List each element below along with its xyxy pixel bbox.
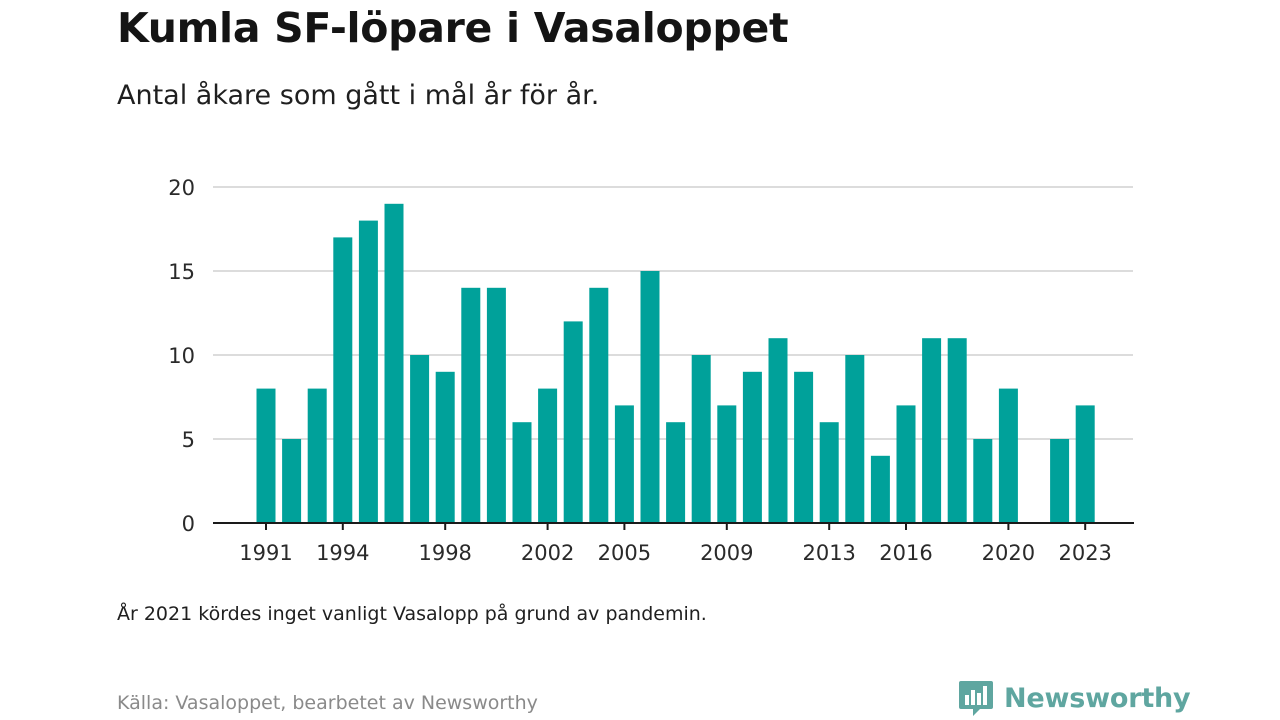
x-tick-label: 2020 (982, 541, 1035, 565)
x-tick-label: 2023 (1058, 541, 1111, 565)
bar (691, 355, 711, 523)
bar (333, 237, 353, 523)
bar (870, 455, 890, 523)
y-tick-label: 0 (182, 512, 195, 536)
bar (1075, 405, 1095, 523)
brand-name: Newsworthy (1004, 682, 1191, 714)
bar (973, 439, 993, 523)
bar (768, 338, 788, 523)
x-tick-label: 2016 (879, 541, 932, 565)
bar-chart-speech-bubble-icon (959, 681, 993, 716)
bar (461, 287, 481, 523)
bar (282, 439, 302, 523)
bar (896, 405, 916, 523)
bar (589, 287, 609, 523)
bar (819, 422, 839, 523)
bar (1050, 439, 1070, 523)
bar-chart: 0 5 10 15 20 1991 1994 1998 2002 2005 2009 2013 2016… (168, 176, 1134, 565)
x-tick-label: 1994 (316, 541, 369, 565)
bar (640, 271, 660, 523)
y-tick-label: 20 (168, 176, 195, 200)
x-tick-label: 1998 (418, 541, 471, 565)
bar (845, 355, 865, 523)
bar (794, 371, 814, 523)
bar (358, 220, 378, 523)
bar (307, 388, 327, 523)
x-tick-label: 2009 (700, 541, 753, 565)
bar (614, 405, 634, 523)
source-credit: Källa: Vasaloppet, bearbetet av Newswort… (117, 692, 538, 714)
chart-subtitle: Antal åkare som gått i mål år för år. (117, 80, 600, 111)
bar (486, 287, 506, 523)
chart-title: Kumla SF-löpare i Vasaloppet (117, 4, 789, 52)
bar (435, 371, 455, 523)
bar (742, 371, 762, 523)
bar (256, 388, 276, 523)
x-tick-label: 2002 (521, 541, 574, 565)
footnote: År 2021 kördes inget vanligt Vasalopp på… (117, 603, 707, 625)
bar (384, 203, 404, 524)
x-tick-label: 2005 (598, 541, 651, 565)
bar (512, 422, 532, 523)
x-tick-label: 2013 (802, 541, 855, 565)
bar (922, 338, 942, 523)
bar (666, 422, 686, 523)
x-tick-label: 1991 (239, 541, 292, 565)
bar (410, 355, 430, 523)
bar (563, 321, 583, 523)
bar (998, 388, 1018, 523)
bar (538, 388, 558, 523)
y-tick-label: 10 (168, 344, 195, 368)
bar (947, 338, 967, 523)
y-tick-label: 15 (168, 260, 195, 284)
bar (717, 405, 737, 523)
y-tick-label: 5 (182, 428, 195, 452)
brand-logo: Newsworthy (958, 680, 1191, 716)
